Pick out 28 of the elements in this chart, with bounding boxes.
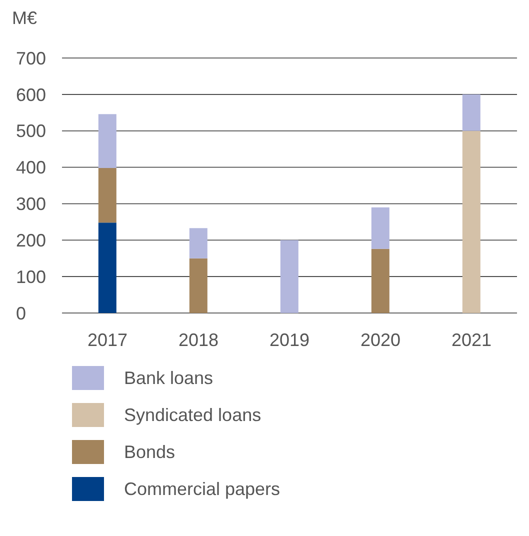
y-tick-label: 300 <box>16 194 46 214</box>
bar <box>371 207 390 249</box>
bar <box>462 94 480 131</box>
y-tick-label: 100 <box>16 266 46 287</box>
legend-label: Bonds <box>124 442 176 462</box>
legend-label: Bank loans <box>124 368 214 388</box>
bar <box>189 228 208 258</box>
legend-label: Syndicated loans <box>124 404 262 426</box>
x-tick-label: 2019 <box>269 330 310 350</box>
bar <box>98 114 116 168</box>
bar <box>189 258 208 313</box>
bar <box>280 240 298 313</box>
x-tick-label: 2018 <box>178 330 219 350</box>
x-tick-label: 2017 <box>87 330 128 350</box>
x-tick-label: 2021 <box>451 330 492 350</box>
y-tick-label: 500 <box>16 121 46 142</box>
legend-label: Commercial papers <box>124 478 280 500</box>
y-tick-label: 700 <box>16 48 46 68</box>
y-tick-label: 400 <box>16 158 46 178</box>
y-tick-label: 600 <box>16 84 46 105</box>
y-tick-label: 200 <box>16 230 46 251</box>
x-tick-label: 2020 <box>360 330 401 350</box>
bar <box>371 248 390 313</box>
bar <box>98 222 116 313</box>
bar <box>98 168 116 223</box>
y-tick-label: 0 <box>16 303 26 324</box>
bar <box>462 130 480 313</box>
y-axis-title: M€ <box>12 8 38 30</box>
